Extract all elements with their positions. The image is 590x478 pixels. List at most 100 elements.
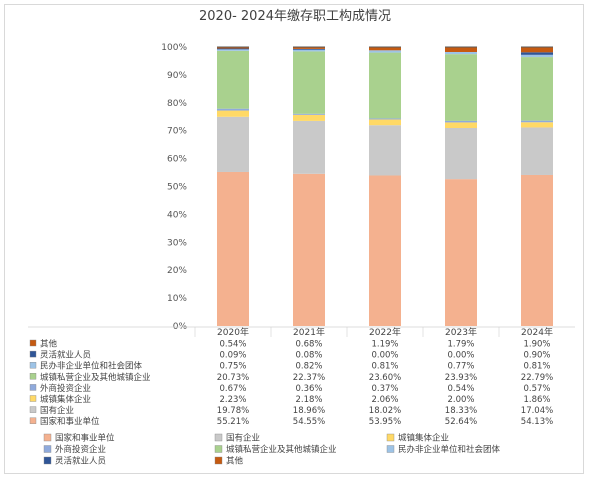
bar-segment: [521, 54, 553, 58]
bar-segment: [521, 122, 553, 128]
bar-segment: [293, 120, 325, 174]
bar-segment: [293, 48, 325, 50]
table-row-label: 国有企业: [40, 405, 74, 416]
table-row-label: 民办非企业单位和社会团体: [40, 361, 143, 372]
data-label: 0.57%: [523, 384, 550, 394]
data-label: 0.54%: [447, 384, 474, 394]
legend-label: 国家和事业单位: [55, 433, 115, 444]
legend-swatch: [214, 456, 223, 465]
bar-segment: [521, 127, 553, 175]
bar-segment: [369, 125, 401, 176]
bar-segment: [445, 51, 477, 55]
bar-segment: [445, 54, 477, 121]
legend-swatch: [214, 445, 223, 453]
bar-segment: [217, 110, 249, 117]
data-label: 19.78%: [217, 406, 249, 416]
legend-label: 国有企业: [226, 433, 260, 444]
data-label: 0.90%: [523, 351, 550, 361]
bar-segment: [369, 119, 401, 126]
table-row-swatch: [29, 384, 37, 391]
bar-segment: [217, 171, 249, 326]
bar-segment: [217, 48, 249, 50]
bar-segment: [369, 52, 401, 119]
data-label: 55.21%: [217, 417, 249, 427]
bar-segment: [293, 47, 325, 49]
bar-segment: [293, 49, 325, 52]
bar-segment: [217, 50, 249, 109]
bar-top-edge: [445, 46, 477, 48]
y-tick-label: 50%: [167, 183, 187, 193]
bar-segment: [521, 57, 553, 121]
data-label: 54.55%: [293, 417, 325, 427]
table-row-label: 其他: [40, 339, 58, 350]
data-label: 23.60%: [369, 373, 401, 383]
table-row-label: 城镇私营企业及其他城镇企业: [40, 372, 151, 383]
data-label: 17.04%: [521, 406, 553, 416]
bar-segment: [369, 47, 401, 51]
table-row-swatch: [29, 350, 37, 358]
bar-segment: [369, 118, 401, 120]
bar-segment: [293, 114, 325, 121]
legend-swatch: [214, 433, 223, 442]
legend-label: 城镇私营企业及其他城镇企业: [226, 444, 337, 455]
data-label: 0.37%: [371, 384, 398, 394]
bar-top-edge: [293, 46, 325, 48]
table-row-swatch: [29, 406, 37, 413]
data-label: 1.19%: [371, 340, 398, 350]
data-label: 22.79%: [521, 373, 553, 383]
bar-segment: [445, 120, 477, 123]
x-category-label: 2023年: [445, 326, 477, 338]
table-row-label: 国家和事业单位: [40, 416, 100, 427]
legend-swatch: [43, 433, 52, 442]
bar-segment: [521, 120, 553, 123]
bar-top-edge: [369, 46, 401, 48]
bar-segment: [445, 179, 477, 326]
data-label: 1.90%: [523, 340, 550, 350]
data-label: 18.96%: [293, 406, 325, 416]
chart-title: 2020- 2024年缴存职工构成情况: [199, 9, 391, 24]
data-label: 0.82%: [295, 362, 322, 372]
x-category-label: 2022年: [369, 326, 401, 338]
data-label: 0.81%: [523, 362, 550, 372]
y-tick-label: 90%: [167, 71, 187, 81]
data-label: 54.13%: [521, 417, 553, 427]
table-row-swatch: [29, 362, 37, 369]
data-label: 0.36%: [295, 384, 322, 394]
bar-segment: [445, 47, 477, 52]
data-label: 0.67%: [219, 384, 246, 394]
data-label: 1.86%: [523, 395, 550, 405]
data-label: 2.06%: [371, 395, 398, 405]
data-label: 2.18%: [295, 395, 322, 405]
bar-top-edge: [217, 46, 249, 48]
data-label: 2.00%: [447, 395, 474, 405]
data-label: 52.64%: [445, 417, 477, 427]
table-row-swatch: [29, 395, 37, 402]
legend-swatch: [386, 445, 395, 453]
table-row-swatch: [29, 417, 37, 424]
bar-segment: [445, 122, 477, 128]
data-label: 18.33%: [445, 406, 477, 416]
y-tick-label: 70%: [167, 127, 187, 137]
data-label: 1.79%: [447, 340, 474, 350]
legend-swatch: [43, 445, 52, 453]
data-label: 0.81%: [371, 362, 398, 372]
x-category-label: 2024年: [521, 326, 553, 338]
table-row-swatch: [29, 373, 37, 380]
data-label: 23.93%: [445, 373, 477, 383]
data-label: 0.77%: [447, 362, 474, 372]
data-label: 0.00%: [371, 351, 398, 361]
table-row-label: 外商投资企业: [40, 383, 91, 394]
bar-segment: [521, 52, 553, 55]
data-label: 20.73%: [217, 373, 249, 383]
x-category-label: 2020年: [217, 326, 249, 338]
data-label: 2.23%: [219, 395, 246, 405]
data-label: 0.00%: [447, 351, 474, 361]
legend-label: 外商投资企业: [55, 444, 106, 455]
legend-swatch: [43, 456, 52, 465]
table-row-label: 灵活就业人员: [40, 350, 91, 361]
table-row-label: 城镇集体企业: [40, 394, 91, 405]
y-tick-label: 80%: [167, 99, 187, 109]
y-tick-label: 100%: [161, 43, 187, 53]
bar-segment: [521, 174, 553, 326]
